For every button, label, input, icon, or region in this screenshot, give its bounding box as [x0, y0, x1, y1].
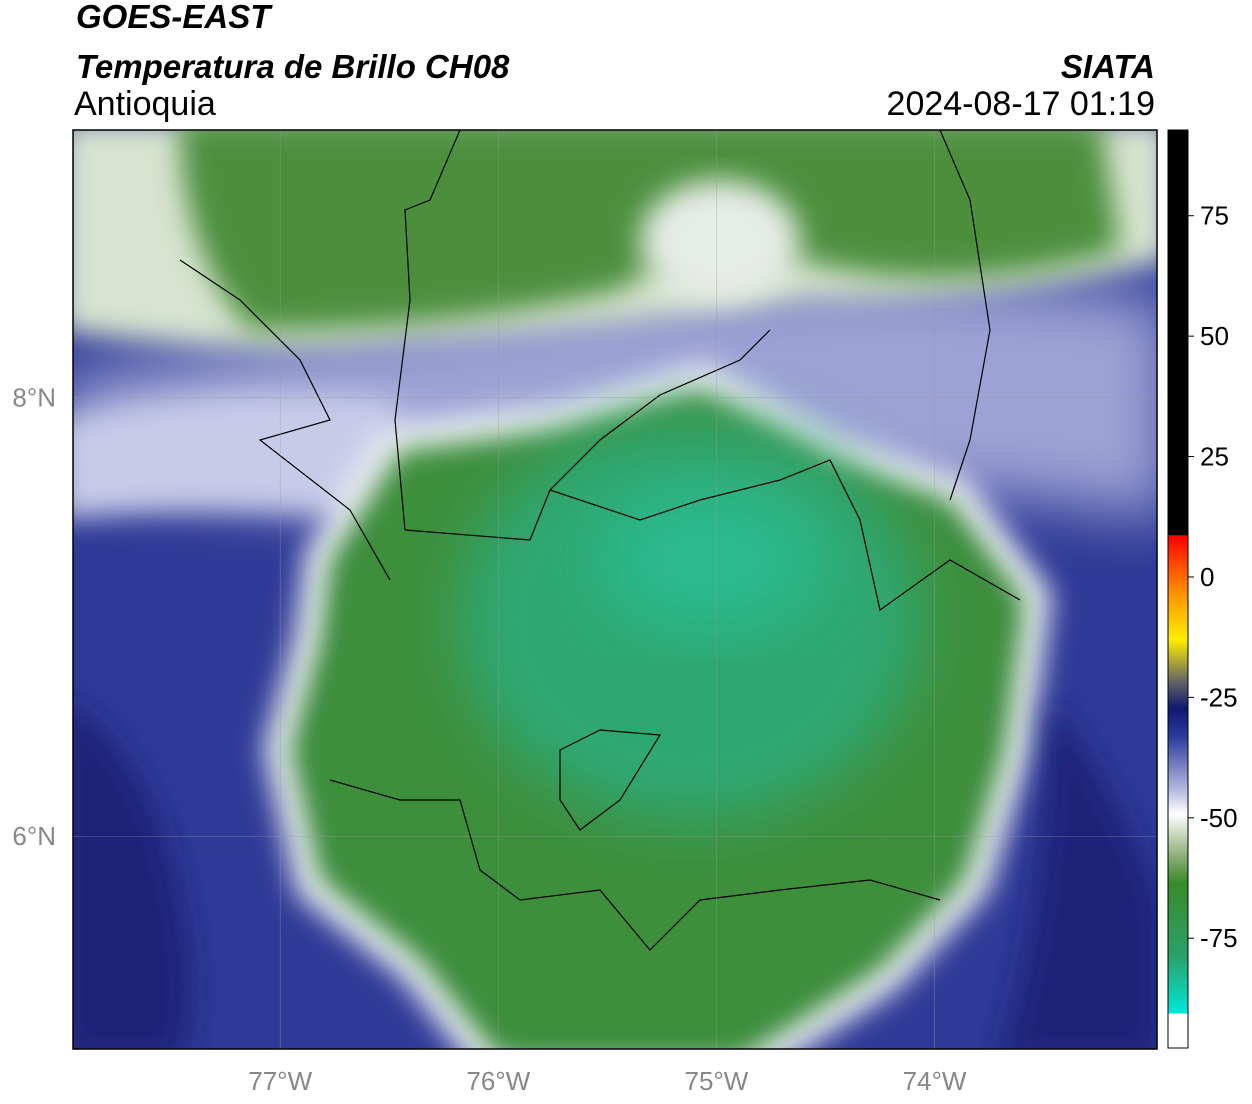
- y-tick-label: 6°N: [12, 821, 56, 851]
- subtitle: Temperatura de Brillo CH08: [76, 48, 510, 85]
- x-tick-label: 76°W: [466, 1066, 530, 1096]
- x-tick-label: 74°W: [903, 1066, 967, 1096]
- graticule: [73, 130, 1157, 1049]
- title: GOES-EAST: [76, 0, 273, 35]
- x-tick-label: 77°W: [248, 1066, 312, 1096]
- colorbar-tick-label: 75: [1200, 201, 1229, 231]
- map-frame: [72, 129, 1158, 1050]
- region: Antioquia: [74, 85, 216, 123]
- colorbar-tick-label: -25: [1200, 682, 1238, 712]
- colorbar-tick-label: -50: [1200, 803, 1238, 833]
- x-tick-label: 75°W: [684, 1066, 748, 1096]
- colorbar-tick-label: -75: [1200, 923, 1238, 953]
- source: SIATA: [1061, 48, 1155, 85]
- colorbar-tick-label: 50: [1200, 321, 1229, 351]
- colorbar: [1167, 129, 1189, 1049]
- y-tick-label: 8°N: [12, 383, 56, 413]
- map-image: [73, 130, 1157, 1049]
- colorbar-tick-label: 25: [1200, 442, 1229, 472]
- colorbar-tick-label: 0: [1200, 562, 1214, 592]
- datetime: 2024-08-17 01:19: [887, 85, 1155, 123]
